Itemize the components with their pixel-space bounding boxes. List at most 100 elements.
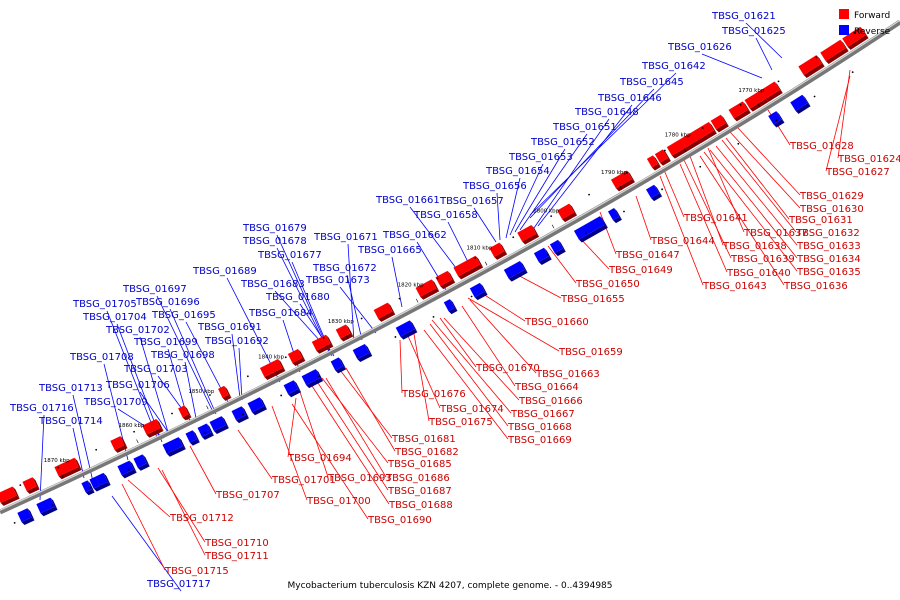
reverse-gene-label[interactable]: TBSG_01691 xyxy=(197,322,262,333)
reverse-gene-feature[interactable] xyxy=(760,81,780,99)
reverse-gene-label[interactable]: TBSG_01656 xyxy=(462,181,527,192)
reverse-gene-label[interactable]: TBSG_01626 xyxy=(667,42,732,53)
reverse-gene-label[interactable]: TBSG_01716 xyxy=(9,403,74,414)
reverse-gene-feature[interactable] xyxy=(557,203,575,220)
forward-gene-label[interactable]: TBSG_01627 xyxy=(825,167,890,178)
reverse-gene-label[interactable]: TBSG_01704 xyxy=(82,312,147,323)
forward-gene-label[interactable]: TBSG_01638 xyxy=(722,241,787,252)
forward-gene-label[interactable]: TBSG_01636 xyxy=(783,281,848,292)
forward-gene-label[interactable]: TBSG_01675 xyxy=(428,417,493,428)
forward-gene-feature[interactable] xyxy=(133,454,147,468)
forward-gene-label[interactable]: TBSG_01643 xyxy=(702,281,767,292)
forward-gene-label[interactable]: TBSG_01694 xyxy=(287,453,352,464)
forward-gene-feature[interactable] xyxy=(533,247,549,262)
forward-gene-label[interactable]: TBSG_01674 xyxy=(439,404,504,415)
forward-gene-label[interactable]: TBSG_01640 xyxy=(726,268,791,279)
reverse-gene-label[interactable]: TBSG_01677 xyxy=(257,250,322,261)
forward-gene-label[interactable]: TBSG_01629 xyxy=(799,191,864,202)
forward-gene-label[interactable]: TBSG_01637 xyxy=(743,228,808,239)
forward-gene-feature[interactable] xyxy=(283,380,299,395)
forward-gene-label[interactable]: TBSG_01650 xyxy=(575,279,640,290)
reverse-gene-label[interactable]: TBSG_01695 xyxy=(151,310,216,321)
reverse-gene-feature[interactable] xyxy=(654,149,668,163)
reverse-gene-feature[interactable] xyxy=(218,385,229,398)
forward-gene-label[interactable]: TBSG_01701 xyxy=(271,475,336,486)
forward-gene-label[interactable]: TBSG_01686 xyxy=(385,473,450,484)
forward-gene-label[interactable]: TBSG_01682 xyxy=(394,447,459,458)
forward-gene-feature[interactable] xyxy=(301,369,321,386)
forward-gene-label[interactable]: TBSG_01668 xyxy=(507,422,572,433)
forward-gene-feature[interactable] xyxy=(607,208,619,221)
reverse-gene-label[interactable]: TBSG_01673 xyxy=(305,275,370,286)
forward-gene-label[interactable]: TBSG_01628 xyxy=(789,141,854,152)
forward-gene-label[interactable]: TBSG_01663 xyxy=(535,369,600,380)
reverse-gene-feature[interactable] xyxy=(453,255,481,277)
reverse-gene-label[interactable]: TBSG_01672 xyxy=(312,263,377,274)
reverse-gene-feature[interactable] xyxy=(373,302,393,319)
forward-gene-label[interactable]: TBSG_01659 xyxy=(558,347,623,358)
reverse-gene-label[interactable]: TBSG_01652 xyxy=(530,137,595,148)
forward-gene-label[interactable]: TBSG_01644 xyxy=(650,236,715,247)
forward-gene-feature[interactable] xyxy=(549,239,563,254)
reverse-gene-feature[interactable] xyxy=(710,114,726,130)
reverse-gene-label[interactable]: TBSG_01654 xyxy=(485,166,550,177)
reverse-gene-feature[interactable] xyxy=(142,418,161,435)
forward-gene-label[interactable]: TBSG_01687 xyxy=(387,486,452,497)
reverse-gene-label[interactable]: TBSG_01708 xyxy=(69,352,134,363)
forward-gene-label[interactable]: TBSG_01667 xyxy=(510,409,575,420)
forward-gene-feature[interactable] xyxy=(197,423,211,437)
reverse-gene-label[interactable]: TBSG_01642 xyxy=(641,61,706,72)
forward-gene-label[interactable]: TBSG_01688 xyxy=(388,500,453,511)
reverse-gene-feature[interactable] xyxy=(335,324,351,339)
forward-gene-label[interactable]: TBSG_01649 xyxy=(608,265,673,276)
forward-gene-label[interactable]: TBSG_01685 xyxy=(387,459,452,470)
reverse-gene-feature[interactable] xyxy=(287,348,303,363)
reverse-gene-label[interactable]: TBSG_01709 xyxy=(83,397,148,408)
reverse-gene-feature[interactable] xyxy=(646,155,658,168)
reverse-gene-label[interactable]: TBSG_01706 xyxy=(105,380,170,391)
forward-gene-label[interactable]: TBSG_01647 xyxy=(615,250,680,261)
forward-gene-feature[interactable] xyxy=(469,282,485,298)
forward-gene-label[interactable]: TBSG_01639 xyxy=(730,254,795,265)
forward-gene-feature[interactable] xyxy=(89,476,100,489)
reverse-gene-feature[interactable] xyxy=(692,121,714,141)
reverse-gene-label[interactable]: TBSG_01683 xyxy=(240,279,305,290)
reverse-gene-feature[interactable] xyxy=(435,270,453,287)
reverse-gene-label[interactable]: TBSG_01698 xyxy=(150,350,215,361)
reverse-gene-label[interactable]: TBSG_01671 xyxy=(313,232,378,243)
reverse-gene-label[interactable]: TBSG_01678 xyxy=(242,236,307,247)
reverse-gene-feature[interactable] xyxy=(517,224,537,242)
forward-gene-feature[interactable] xyxy=(162,437,183,454)
forward-gene-label[interactable]: TBSG_01676 xyxy=(401,389,466,400)
forward-gene-feature[interactable] xyxy=(646,184,660,199)
forward-gene-label[interactable]: TBSG_01670 xyxy=(475,363,540,374)
forward-gene-label[interactable]: TBSG_01631 xyxy=(788,215,853,226)
forward-gene-feature[interactable] xyxy=(247,397,265,413)
reverse-gene-feature[interactable] xyxy=(54,457,79,477)
reverse-gene-label[interactable]: TBSG_01653 xyxy=(508,152,573,163)
forward-gene-label[interactable]: TBSG_01655 xyxy=(560,294,625,305)
reverse-gene-feature[interactable] xyxy=(842,26,866,47)
reverse-gene-feature[interactable] xyxy=(728,101,748,119)
reverse-gene-label[interactable]: TBSG_01696 xyxy=(135,297,200,308)
reverse-gene-label[interactable]: TBSG_01684 xyxy=(248,308,313,319)
reverse-gene-label[interactable]: TBSG_01705 xyxy=(72,299,137,310)
reverse-gene-feature[interactable] xyxy=(680,131,698,148)
reverse-gene-label[interactable]: TBSG_01689 xyxy=(192,266,257,277)
reverse-gene-label[interactable]: TBSG_01703 xyxy=(123,364,188,375)
reverse-gene-feature[interactable] xyxy=(110,436,125,450)
reverse-gene-label[interactable]: TBSG_01648 xyxy=(574,107,639,118)
forward-gene-feature[interactable] xyxy=(95,472,108,486)
forward-gene-label[interactable]: TBSG_01664 xyxy=(514,382,579,393)
forward-gene-label[interactable]: TBSG_01700 xyxy=(306,496,371,507)
reverse-gene-label[interactable]: TBSG_01697 xyxy=(122,284,187,295)
reverse-gene-label[interactable]: TBSG_01713 xyxy=(38,383,103,394)
forward-gene-label[interactable]: TBSG_01669 xyxy=(507,435,572,446)
forward-gene-feature[interactable] xyxy=(231,406,246,421)
forward-gene-label[interactable]: TBSG_01690 xyxy=(367,515,432,526)
reverse-gene-label[interactable]: TBSG_01665 xyxy=(357,245,422,256)
reverse-gene-label[interactable]: TBSG_01651 xyxy=(552,122,617,133)
forward-gene-feature[interactable] xyxy=(185,430,197,443)
forward-gene-label[interactable]: TBSG_01633 xyxy=(796,241,861,252)
forward-gene-feature[interactable] xyxy=(768,111,782,125)
